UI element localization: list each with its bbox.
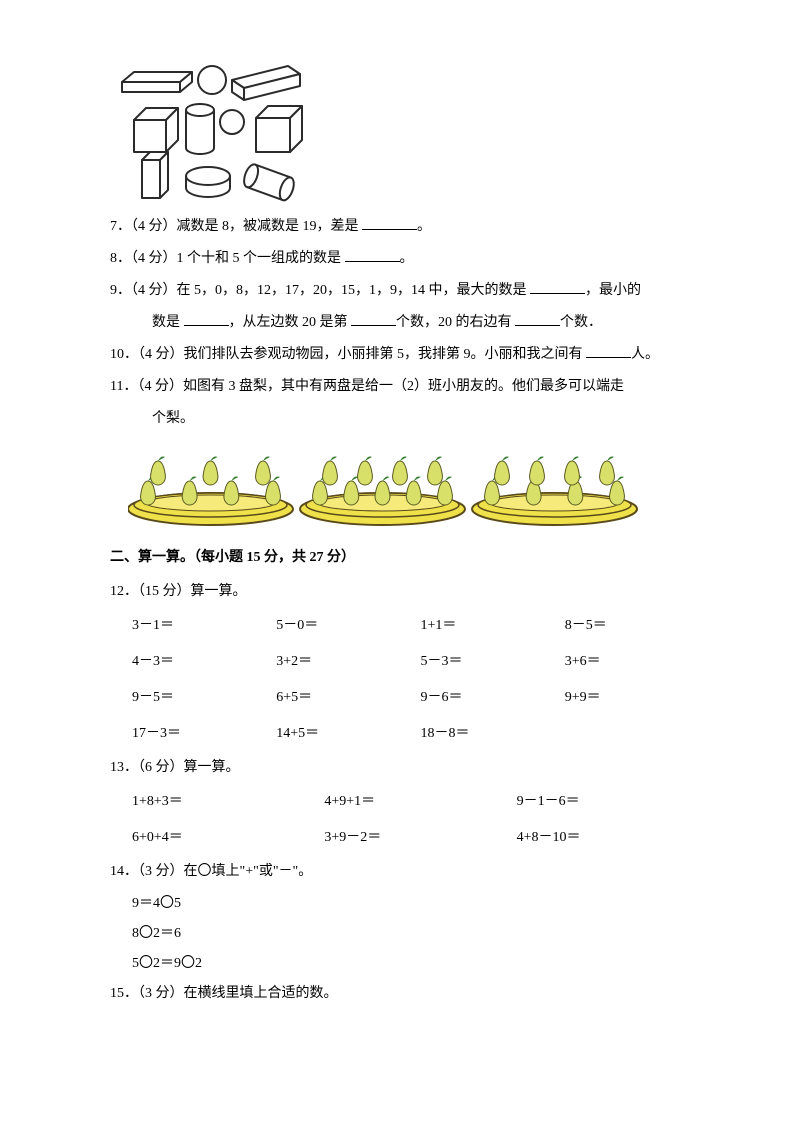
q10-blank[interactable]	[586, 344, 631, 358]
q7-blank[interactable]	[362, 216, 417, 230]
q12-grid: 3－1＝ 5－0＝ 1+1＝ 8－5＝ 4－3＝ 3+2＝ 5－3＝ 3+6＝ 9－5＝ 6+5＝…	[110, 612, 699, 748]
section-2-heading: 二、算一算。（每小题 15 分，共 27 分）	[110, 544, 699, 572]
q13-cell: 6+0+4＝	[132, 824, 314, 852]
q9-l1b: ，最小的	[585, 283, 641, 298]
question-12: 12．（15 分）算一算。	[110, 578, 699, 606]
q14-line: 5〇2＝9〇2	[110, 950, 699, 978]
shapes-svg	[110, 60, 320, 205]
q9-l2b: ，从左边数 20 是第	[229, 315, 352, 330]
q12-cell: 3+6＝	[565, 648, 699, 676]
q9-l1a: 9．（4 分）在 5，0，8，12，17，20，15，1，9，14 中，最大的数…	[110, 283, 530, 298]
question-14: 14．（3 分）在〇填上"+"或"－"。	[110, 858, 699, 886]
q10-a: 10．（4 分）我们排队去参观动物园，小丽排第 5，我排第 9。小丽和我之间有	[110, 347, 586, 362]
q9-blank-1[interactable]	[530, 280, 585, 294]
question-9: 9．（4 分）在 5，0，8，12，17，20，15，1，9，14 中，最大的数…	[110, 277, 699, 305]
q9-blank-3[interactable]	[351, 312, 396, 326]
q13-cell: 4+9+1＝	[324, 788, 506, 816]
q9-l2d: 个数．	[560, 315, 602, 330]
question-11: 11．（4 分）如图有 3 盘梨，其中有两盘是给一（2）班小朋友的。他们最多可以…	[110, 373, 699, 401]
q12-cell: 5－3＝	[421, 648, 555, 676]
question-9-line2: 数是 ，从左边数 20 是第 个数，20 的右边有 个数．	[110, 309, 699, 337]
q12-cell: 9－5＝	[132, 684, 266, 712]
q13-cell: 3+9－2＝	[324, 824, 506, 852]
q12-cell: 3－1＝	[132, 612, 266, 640]
question-15: 15．（3 分）在横线里填上合适的数。	[110, 980, 699, 1008]
q8-text-a: 8．（4 分）1 个十和 5 个一组成的数是	[110, 251, 345, 266]
q12-cell: 18－8＝	[421, 720, 555, 748]
q9-l2c: 个数，20 的右边有	[396, 315, 515, 330]
q12-cell	[565, 720, 699, 748]
q14-line: 8〇2＝6	[110, 920, 699, 948]
q14-lines: 9＝4〇58〇2＝65〇2＝9〇2	[110, 890, 699, 978]
q13-grid: 1+8+3＝ 4+9+1＝ 9－1－6＝ 6+0+4＝ 3+9－2＝ 4+8－10＝	[110, 788, 699, 852]
q7-text-a: 7．（4 分）减数是 8，被减数是 19，差是	[110, 219, 362, 234]
q12-cell: 3+2＝	[276, 648, 410, 676]
question-7: 7．（4 分）减数是 8，被减数是 19，差是 。	[110, 213, 699, 241]
q13-cell: 1+8+3＝	[132, 788, 314, 816]
question-8: 8．（4 分）1 个十和 5 个一组成的数是 。	[110, 245, 699, 273]
pears-figure	[128, 445, 638, 530]
q12-cell: 5－0＝	[276, 612, 410, 640]
q14-line: 9＝4〇5	[110, 890, 699, 918]
q13-cell: 9－1－6＝	[517, 788, 699, 816]
q9-blank-4[interactable]	[515, 312, 560, 326]
q9-blank-2[interactable]	[184, 312, 229, 326]
q12-cell: 8－5＝	[565, 612, 699, 640]
question-13: 13．（6 分）算一算。	[110, 754, 699, 782]
q12-cell: 1+1＝	[421, 612, 555, 640]
q13-cell: 4+8－10＝	[517, 824, 699, 852]
question-11-line2: 个梨。	[110, 405, 699, 433]
q12-cell: 14+5＝	[276, 720, 410, 748]
q12-cell: 6+5＝	[276, 684, 410, 712]
q11-l2: 个梨。	[152, 411, 194, 426]
shapes-figure	[110, 60, 320, 205]
q7-text-b: 。	[417, 219, 431, 234]
q8-blank[interactable]	[345, 248, 400, 262]
q12-cell: 9+9＝	[565, 684, 699, 712]
q12-cell: 17－3＝	[132, 720, 266, 748]
question-10: 10．（4 分）我们排队去参观动物园，小丽排第 5，我排第 9。小丽和我之间有 …	[110, 341, 699, 369]
pears-svg	[128, 445, 638, 530]
q10-b: 人。	[631, 347, 659, 362]
q8-text-b: 。	[400, 251, 414, 266]
q12-cell: 9－6＝	[421, 684, 555, 712]
q11-l1: 11．（4 分）如图有 3 盘梨，其中有两盘是给一（2）班小朋友的。他们最多可以…	[110, 379, 624, 394]
q12-cell: 4－3＝	[132, 648, 266, 676]
q9-l2a: 数是	[152, 315, 184, 330]
